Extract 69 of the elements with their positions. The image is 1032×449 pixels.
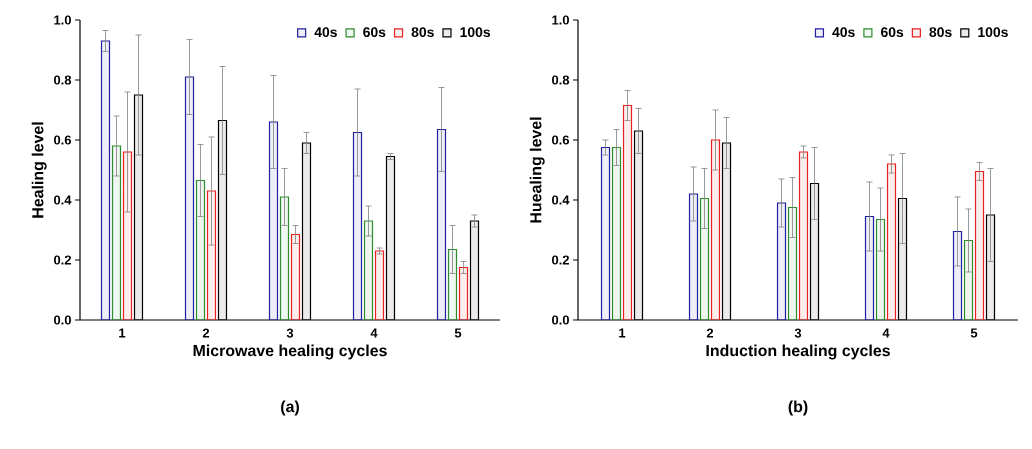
bar bbox=[363, 220, 374, 320]
y-tick-label: 0.2 bbox=[54, 255, 71, 265]
bar bbox=[469, 220, 480, 320]
bar bbox=[864, 215, 875, 320]
bar bbox=[688, 193, 699, 320]
y-tick-label: 0.8 bbox=[552, 75, 570, 85]
x-tick-label: 1 bbox=[619, 328, 626, 338]
legend-label: 60s bbox=[363, 27, 386, 38]
bar bbox=[963, 239, 974, 320]
bar bbox=[458, 266, 469, 320]
bar bbox=[122, 151, 133, 320]
bar bbox=[974, 170, 985, 320]
y-tick-label: 0.6 bbox=[54, 135, 72, 145]
bar bbox=[184, 76, 195, 320]
bar bbox=[111, 145, 122, 320]
bar bbox=[611, 146, 622, 320]
x-axis-title: Microwave healing cycles bbox=[193, 344, 387, 360]
bar bbox=[386, 156, 395, 320]
y-tick-label: 0.4 bbox=[552, 195, 570, 205]
y-axis-title: Huealing level bbox=[529, 117, 545, 223]
y-tick-label: 0.8 bbox=[54, 75, 72, 85]
bar bbox=[622, 104, 633, 320]
text: (b) bbox=[788, 400, 808, 416]
legend-label: 100s bbox=[460, 27, 491, 38]
bar bbox=[352, 131, 363, 320]
bar bbox=[875, 218, 886, 320]
legend-label: 80s bbox=[411, 27, 434, 38]
x-tick-label: 3 bbox=[794, 328, 802, 338]
y-tick-label: 0.4 bbox=[54, 195, 72, 205]
y-axis-title: Healing level bbox=[31, 122, 47, 218]
y-tick-label: 0.2 bbox=[552, 255, 569, 265]
bar bbox=[290, 233, 301, 320]
legend-label: 40s bbox=[314, 27, 337, 38]
bar bbox=[776, 202, 787, 320]
y-tick-label: 1.0 bbox=[54, 15, 71, 25]
legend-label: 80s bbox=[929, 27, 952, 38]
x-tick-label: 5 bbox=[454, 328, 462, 338]
bar bbox=[100, 40, 111, 320]
x-tick-label: 4 bbox=[370, 328, 378, 338]
bar bbox=[436, 128, 447, 320]
bar bbox=[279, 196, 290, 320]
bar bbox=[699, 197, 710, 320]
bar bbox=[195, 179, 206, 320]
legend-label: 40s bbox=[832, 27, 855, 38]
y-tick-label: 0.0 bbox=[552, 315, 569, 325]
text: (a) bbox=[281, 400, 299, 416]
bar bbox=[886, 163, 897, 320]
x-tick-label: 1 bbox=[119, 328, 126, 338]
y-tick-label: 0.0 bbox=[54, 315, 71, 325]
y-tick-label: 0.6 bbox=[552, 135, 570, 145]
bar bbox=[374, 250, 385, 320]
x-axis-title: Induction healing cycles bbox=[706, 344, 890, 360]
bar bbox=[985, 214, 996, 320]
bar bbox=[952, 230, 963, 320]
x-tick-label: 3 bbox=[286, 328, 294, 338]
bar bbox=[710, 139, 721, 320]
bar bbox=[206, 190, 217, 320]
x-tick-label: 4 bbox=[882, 328, 890, 338]
bar bbox=[447, 248, 458, 320]
legend-label: 60s bbox=[881, 27, 904, 38]
x-tick-label: 2 bbox=[706, 328, 714, 338]
x-tick-label: 2 bbox=[202, 328, 210, 338]
bar bbox=[268, 121, 279, 320]
bar bbox=[798, 151, 809, 320]
y-tick-label: 1.0 bbox=[552, 15, 569, 25]
bar bbox=[600, 146, 611, 320]
bar bbox=[787, 206, 798, 320]
x-tick-label: 5 bbox=[970, 328, 978, 338]
legend-label: 100s bbox=[978, 27, 1008, 38]
